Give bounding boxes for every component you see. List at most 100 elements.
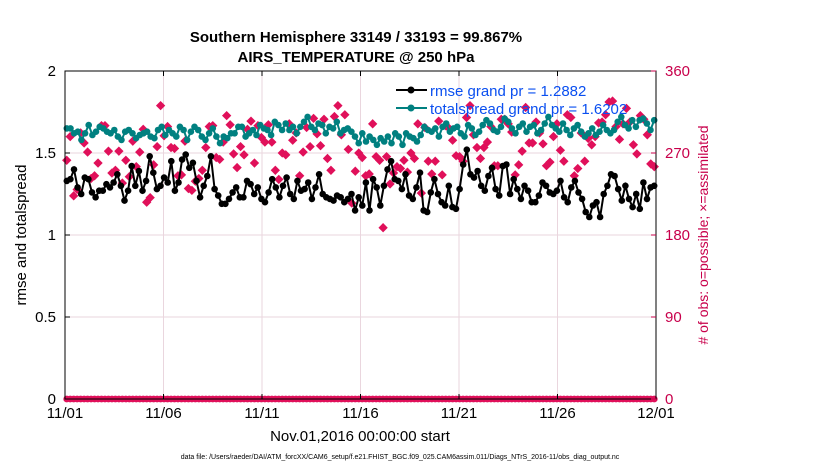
rmse-point [402,171,409,178]
rmse-point [308,195,316,203]
rmse-point [117,182,125,190]
obs-assimilated-marker [249,158,260,168]
obs-assimilated-marker [239,150,249,160]
obs-assimilated-marker [201,142,211,153]
totalspread-point [264,126,271,134]
rmse-point [423,208,431,216]
obs-assimilated-marker [461,112,472,123]
totalspread-point [253,131,260,139]
obs-assimilated-marker [308,113,319,124]
rmse-point [553,187,561,194]
rmse-point [431,175,438,183]
rmse-point [225,195,233,203]
rmse-point [369,175,377,183]
rmse-point [643,195,651,203]
rmse-point [568,184,575,191]
rmse-point [604,182,611,190]
obs-assimilated-marker [580,156,590,166]
rmse-point [99,187,107,194]
totalspread-point [497,123,505,131]
rmse-point [315,171,323,178]
totalspread-point [278,126,286,134]
obs-assimilated-marker [246,116,256,126]
legend-rmse-marker [407,86,415,94]
obs-assimilated-marker [357,152,367,163]
totalspread-point [238,123,246,131]
rmse-point [564,198,571,206]
obs-assimilated-marker [155,100,166,111]
obs-assimilated-marker [232,162,242,173]
rmse-point [168,157,175,165]
series-lines [63,113,658,221]
obs-assimilated-marker [472,142,482,153]
totalspread-point [297,123,304,131]
rmse-point [121,197,128,204]
rmse-point [294,177,301,185]
totalspread-point [588,125,596,132]
totalspread-point [442,120,450,127]
rmse-point [124,187,132,194]
obs-assimilated-marker [197,165,207,175]
totalspread-point [541,120,548,127]
obs-assimilated-marker [649,161,659,172]
obs-assimilated-marker [121,155,131,165]
totalspread-point [384,133,392,140]
totalspread-point [348,128,355,135]
legend-spread-label: totalspread grand pr = 1.6202 [430,101,627,118]
rmse-point [611,172,618,180]
x-axis-label: Nov.01,2016 00:00:00 start [270,428,451,445]
x-tick-label: 12/01 [637,405,675,422]
totalspread-point [194,126,202,134]
obs-assimilated-marker [559,156,569,166]
rmse-point [67,175,74,183]
totalspread-point [74,128,82,135]
rmse-point [434,190,442,198]
x-tick-label: 11/11 [244,405,279,422]
y-right-tick-label: 0 [665,391,673,408]
rmse-point [222,200,229,208]
rmse-point [344,195,352,203]
rmse-point [171,187,179,194]
totalspread-point [275,121,282,129]
rmse-point [514,185,521,193]
y-tick-label: 0.5 [35,309,56,326]
y-tick-label: 0 [48,391,56,408]
totalspread-point [78,136,85,144]
totalspread-point [388,139,395,147]
rmse-point [348,190,355,198]
rmse-point [495,192,503,199]
obs-assimilated-marker [62,155,72,165]
totalspread-point [512,130,519,137]
rmse-point [506,190,514,198]
totalspread-point [596,128,603,135]
axis-ticks: 11/01 11/06 11/11 11/16 11/21 11/26 12/0100.51… [35,63,690,422]
obs-assimilated-marker [225,120,235,130]
totalspread-point [300,118,308,126]
y-right-tick-label: 180 [665,227,690,244]
rmse-point [596,213,604,221]
obs-assimilated-marker [413,119,423,129]
rmse-point [92,194,99,201]
rmse-point [150,169,157,176]
chart-title: Southern Hemisphere 33149 / 33193 = 99.8… [190,29,522,46]
totalspread-point [216,139,224,147]
totalspread-point [574,121,581,129]
totalspread-point [209,125,217,132]
rmse-point [427,189,435,196]
obs-assimilated-marker [482,137,493,147]
obs-assimilated-marker [93,158,103,168]
rmse-point [398,185,406,193]
obs-assimilated-marker [607,96,618,106]
totalspread-point [180,126,187,134]
totalspread-point [432,125,439,132]
totalspread-point [486,120,494,127]
rmse-point [366,207,373,214]
rmse-point [189,159,197,167]
rmse-point [337,194,345,201]
rmse-point [632,190,640,198]
totalspread-point [355,139,363,147]
rmse-point [240,194,247,201]
rmse-point [301,185,308,193]
obs-assimilated-marker [69,191,79,201]
